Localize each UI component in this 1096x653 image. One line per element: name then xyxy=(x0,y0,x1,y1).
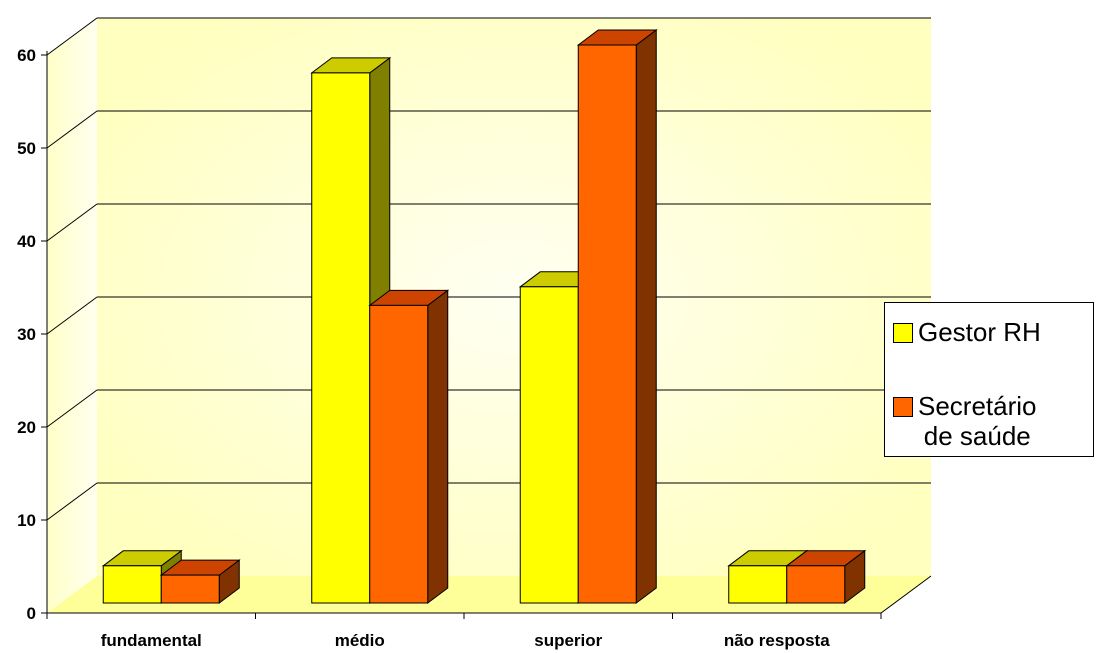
y-tick-label-30: 30 xyxy=(17,325,36,344)
gridline-diagonal-60 xyxy=(46,17,98,56)
bar-front xyxy=(786,565,846,604)
bar-front xyxy=(311,72,371,604)
bar-secretario-de-saude-fundamental xyxy=(159,559,241,604)
bar-front xyxy=(102,565,162,604)
bar-front xyxy=(728,565,788,604)
x-tick-label-nao-resposta: não resposta xyxy=(724,631,830,650)
y-tick-label-50: 50 xyxy=(17,139,36,158)
y-tick-label-40: 40 xyxy=(17,232,36,251)
bar-front xyxy=(519,286,579,604)
legend-swatch-gestor-rh xyxy=(893,323,913,343)
y-tick-label-20: 20 xyxy=(17,418,36,437)
gridline-diagonal-10 xyxy=(46,482,98,521)
gridline-diagonal-40 xyxy=(46,203,98,242)
bar-gestor-rh-fundamental xyxy=(101,549,183,604)
x-tick-label-fundamental: fundamental xyxy=(101,631,202,650)
bar-secretario-de-saude-nao-resposta xyxy=(785,549,867,604)
legend-item-gestor-rh: Gestor RH xyxy=(893,317,1041,347)
bars xyxy=(101,29,867,604)
floor xyxy=(47,576,931,613)
y-tick-label-0: 0 xyxy=(27,604,36,623)
legend-swatch-secretario-de-saude xyxy=(893,397,913,417)
gridline-diagonal-20 xyxy=(46,389,98,428)
gridlines xyxy=(46,17,931,521)
y-tick-label-60: 60 xyxy=(17,46,36,65)
bar-secretario-de-saude-medio xyxy=(368,289,450,604)
bar-front xyxy=(369,304,429,604)
legend-label-line-1: Secretário xyxy=(918,391,1037,421)
chart-walls xyxy=(47,18,931,613)
x-tick-label-medio: médio xyxy=(335,631,385,650)
legend-label-line-2: de saúde xyxy=(923,421,1031,451)
legend-item-secretario-de-saude: Secretário de saúde xyxy=(893,391,1037,451)
gridline-diagonal-30 xyxy=(46,296,98,335)
legend-label-gestor-rh: Gestor RH xyxy=(918,317,1041,347)
bar-front xyxy=(160,574,220,604)
x-tick-label-superior: superior xyxy=(534,631,602,650)
legend: Gestor RH Secretário de saúde xyxy=(884,302,1094,457)
legend-label-secretario-de-saude: Secretário de saúde xyxy=(918,391,1037,451)
floor-edge xyxy=(880,575,932,614)
axes: 0 10 20 30 40 50 60 fundamental médio superior não… xyxy=(17,46,932,650)
y-tick-label-10: 10 xyxy=(17,511,36,530)
bar-side xyxy=(427,289,449,604)
gridline-diagonal-50 xyxy=(46,110,98,149)
bar-side xyxy=(635,29,657,604)
bar-front xyxy=(577,44,637,604)
bar-secretario-de-saude-superior xyxy=(576,29,658,604)
